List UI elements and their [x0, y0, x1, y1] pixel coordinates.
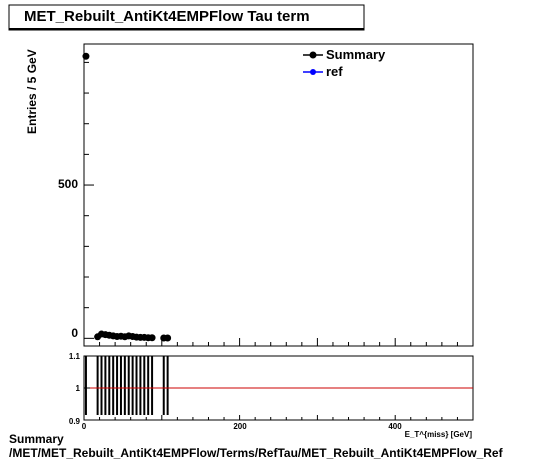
ratio-y-tick-0.9: 0.9 — [69, 417, 81, 426]
ratio-x-tick-0: 0 — [82, 422, 87, 431]
ratio-bars — [84, 356, 169, 415]
legend: Summary ref — [303, 47, 386, 79]
ratio-y-tick-1.1: 1.1 — [69, 352, 81, 361]
ratio-x-tick-200: 200 — [233, 422, 247, 431]
ratio-y-tick-1: 1 — [76, 384, 81, 393]
legend-summary-label: Summary — [326, 47, 386, 62]
main-y-axis — [84, 61, 94, 339]
summary-point — [164, 334, 172, 342]
title-box: MET_Rebuilt_AntiKt4EMPFlow Tau term — [8, 4, 365, 31]
x-axis-label: E_T^{miss} [GeV] — [405, 430, 473, 439]
y-tick-label-500: 500 — [58, 177, 78, 191]
legend-ref-marker — [310, 69, 316, 75]
footer-summary: Summary — [9, 432, 64, 446]
main-plot-frame — [83, 43, 474, 347]
chart-title: MET_Rebuilt_AntiKt4EMPFlow Tau term — [24, 8, 310, 25]
summary-point — [82, 52, 90, 60]
ratio-x-tick-400: 400 — [388, 422, 402, 431]
legend-ref-label: ref — [326, 64, 343, 79]
y-axis-label: Entries / 5 GeV — [25, 49, 39, 134]
legend-summary-marker — [309, 51, 317, 59]
summary-series — [82, 52, 172, 342]
footer-path: /MET/MET_Rebuilt_AntiKt4EMPFlow/Terms/Re… — [9, 446, 504, 460]
summary-point — [148, 334, 156, 342]
main-x-axis — [83, 338, 474, 346]
y-tick-label-0: 0 — [71, 326, 78, 340]
ratio-axes — [83, 355, 474, 421]
